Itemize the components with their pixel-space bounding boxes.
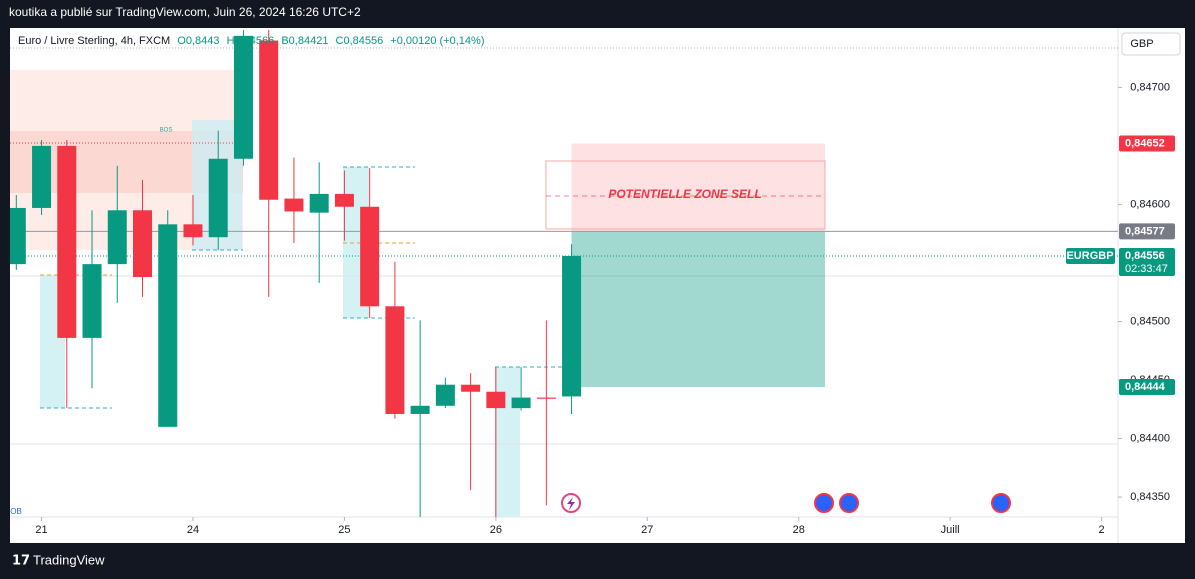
candle-body xyxy=(133,210,153,278)
plot xyxy=(10,30,1118,517)
candle-body xyxy=(82,264,102,338)
symbol-label: EURGBP xyxy=(1066,250,1113,262)
price-label-box xyxy=(1119,379,1175,396)
x-tick-label: 21 xyxy=(35,524,47,536)
event-icon xyxy=(814,493,834,513)
x-tick-label: Juill xyxy=(941,524,960,536)
candle-body xyxy=(385,306,405,414)
candle-body xyxy=(309,193,329,213)
candle-body xyxy=(435,384,455,406)
legend-change: +0,00120 (+0,14%) xyxy=(390,35,484,47)
candle-body xyxy=(284,198,304,212)
x-tick-label: 24 xyxy=(187,524,199,536)
x-tick-label: 27 xyxy=(641,524,653,536)
price-label: 0,84444 xyxy=(1125,381,1166,393)
event-icon-glyph xyxy=(567,497,575,510)
brand: TradingView xyxy=(33,552,105,567)
target-zone xyxy=(571,231,825,388)
candle-body xyxy=(259,40,279,200)
price-label-box xyxy=(1119,223,1175,240)
x-tick-label: 26 xyxy=(490,524,502,536)
candle-body xyxy=(334,193,354,207)
annotation-box xyxy=(545,160,826,230)
event-icon xyxy=(991,493,1011,513)
candle-body xyxy=(32,145,52,208)
legend-high: H0,84566 xyxy=(227,35,275,47)
order-block xyxy=(495,367,520,517)
publisher: koutika a publié sur TradingView.com, Ju… xyxy=(9,5,361,19)
countdown: 02:33:47 xyxy=(1125,263,1168,275)
stop-zone xyxy=(571,143,825,232)
annotation-text: POTENTIELLE ZONE SELL xyxy=(608,187,761,201)
candle-body xyxy=(158,224,178,427)
currency[interactable]: GBP xyxy=(1130,38,1153,50)
price-label: 0,84556 xyxy=(1125,250,1165,262)
candle-body xyxy=(562,255,582,397)
legend-low: B0,84421 xyxy=(281,35,328,47)
candle-body xyxy=(511,397,531,409)
symbol-box xyxy=(1066,247,1115,264)
legend: Euro / Livre Sterling, 4h, FXCM O0,8443 … xyxy=(18,35,484,47)
ob-marker: OB xyxy=(10,507,22,516)
price-label: 0,84652 xyxy=(1125,137,1165,149)
candle-body xyxy=(410,405,430,414)
y-tick-label: 0,84700 xyxy=(1130,81,1170,93)
candle-body xyxy=(183,224,203,238)
legend-close: C0,84556 xyxy=(336,35,384,47)
candle-body xyxy=(208,158,228,238)
y-tick-label: 0,84400 xyxy=(1130,432,1170,444)
y-tick-label: 0,84350 xyxy=(1130,491,1170,503)
x-tick-label: 28 xyxy=(793,524,805,536)
price-label-box xyxy=(1119,247,1175,276)
price-label: 0,84577 xyxy=(1125,225,1165,237)
legend-open: O0,8443 xyxy=(177,35,219,47)
currency-button[interactable] xyxy=(1121,32,1181,56)
x-tick-label: 2 xyxy=(1099,524,1105,536)
candle-body xyxy=(536,397,556,399)
candle-body xyxy=(233,35,253,159)
candle-body xyxy=(10,207,26,265)
y-tick-label: 0,84600 xyxy=(1130,198,1170,210)
candle-body xyxy=(360,206,380,307)
bos-marker: BOS xyxy=(160,128,173,134)
event-icon xyxy=(839,493,859,513)
legend-title: Euro / Livre Sterling, 4h, FXCM xyxy=(18,35,170,47)
candle-body xyxy=(107,210,127,265)
price-label-box xyxy=(1119,135,1175,152)
y-tick-label: 0,84500 xyxy=(1130,315,1170,327)
event-icons xyxy=(561,493,1011,513)
logo-mark: 𝟭𝟳 xyxy=(12,552,30,567)
candle-body xyxy=(486,391,506,409)
x-tick-label: 25 xyxy=(338,524,350,536)
candle-body xyxy=(57,145,77,338)
candle-body xyxy=(461,384,481,392)
